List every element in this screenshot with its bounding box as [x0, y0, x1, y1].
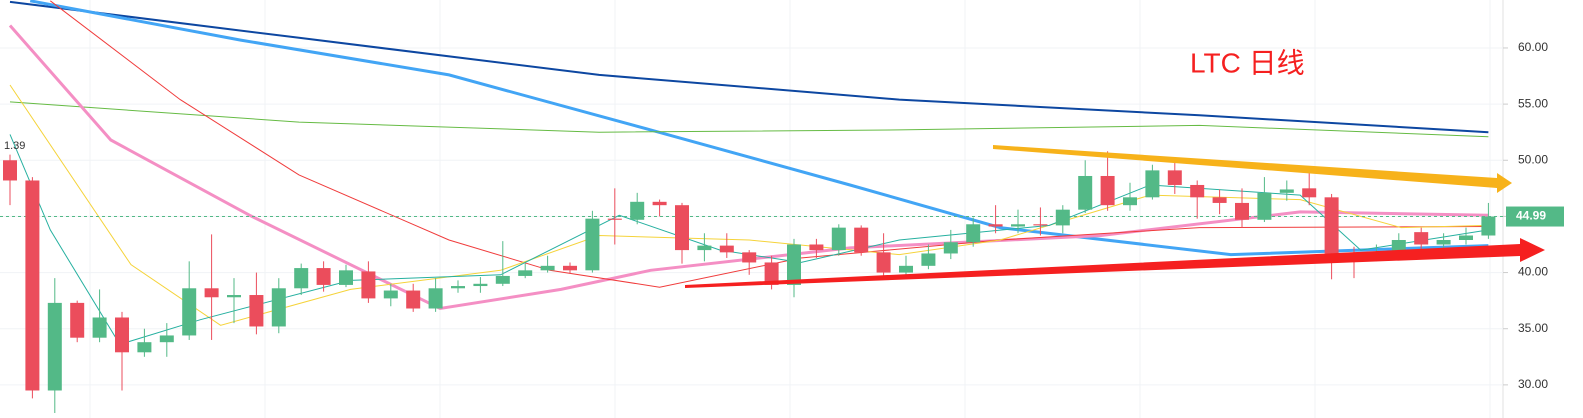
candle-body: [383, 290, 398, 299]
candle-body: [1167, 170, 1182, 185]
candle-body: [899, 265, 913, 273]
candle-body: [428, 288, 443, 309]
moving-average: [9, 101, 1489, 138]
candle-body: [742, 252, 757, 263]
candle-body: [1302, 188, 1317, 198]
y-tick-label: 55.00: [1518, 96, 1548, 110]
candle-body: [876, 252, 891, 273]
candle-body: [719, 245, 734, 253]
y-tick-label: 30.00: [1518, 377, 1548, 391]
chart-title: LTC 日线: [1190, 47, 1305, 78]
candle-body: [1011, 224, 1025, 227]
candle-body: [1436, 239, 1451, 245]
candle-body: [294, 268, 309, 289]
candle-body: [1459, 235, 1473, 240]
candle-body: [159, 335, 174, 343]
candle-body: [1257, 192, 1272, 220]
y-tick-label: 40.00: [1518, 265, 1548, 279]
y-tick-label: 50.00: [1518, 152, 1548, 166]
candle-body: [495, 275, 510, 284]
candle-body: [182, 288, 197, 336]
moving-average: [29, 0, 1489, 257]
candle-body: [675, 205, 689, 251]
moving-average: [9, 84, 1489, 326]
moving-average: [8, 24, 1489, 311]
trend-arrow-upper: [993, 145, 1512, 193]
candle-body: [607, 218, 622, 220]
candle-body: [921, 253, 936, 266]
candle-body: [540, 265, 555, 271]
candle-body: [518, 270, 533, 276]
candle-body: [473, 283, 488, 287]
corner-label: 1.39: [4, 140, 25, 152]
candle-body: [451, 286, 465, 289]
candle-body: [809, 244, 824, 251]
candle-body: [585, 218, 600, 271]
candle-body: [854, 227, 869, 253]
candle-body: [1324, 197, 1339, 254]
candle-body: [3, 160, 17, 181]
y-tick-label: 35.00: [1518, 321, 1548, 335]
candle-body: [92, 317, 107, 338]
candle-body: [1235, 202, 1249, 220]
candle-body: [1481, 216, 1496, 236]
moving-averages: [0, 0, 1503, 345]
last-price-box: [1506, 206, 1564, 227]
candle-body: [1123, 197, 1137, 206]
candle-body: [25, 180, 40, 391]
y-tick-label: 60.00: [1518, 40, 1548, 54]
candle-body: [697, 245, 712, 251]
candle-body: [361, 271, 376, 299]
candle-body: [271, 288, 286, 327]
candle-body: [137, 342, 152, 353]
moving-average: [49, 0, 1489, 288]
candle-body: [563, 265, 577, 271]
candle-body: [115, 317, 129, 353]
candle-body: [316, 268, 331, 285]
candle-body: [406, 290, 421, 309]
candle-body: [630, 201, 645, 220]
candles: [3, 151, 1496, 413]
candle-body: [943, 242, 958, 254]
candle-body: [1391, 239, 1406, 253]
candle-body: [1033, 224, 1048, 226]
candle-body: [652, 201, 667, 206]
candle-body: [1055, 209, 1070, 226]
moving-average: [9, 0, 1489, 134]
candle-body: [787, 244, 801, 285]
candle-body: [249, 295, 264, 327]
trend-arrow-lower: [685, 238, 1545, 288]
candle-body: [227, 295, 241, 298]
candle-body: [1145, 170, 1160, 198]
candle-body: [1078, 175, 1093, 210]
candle-body: [988, 224, 1003, 227]
candle-body: [70, 302, 85, 338]
candle-body: [1100, 175, 1115, 206]
candle-body: [764, 262, 779, 285]
last-price-label: 44.99: [1516, 209, 1546, 223]
candle-body: [47, 302, 62, 391]
candle-body: [1414, 232, 1429, 245]
candle-body: [831, 227, 846, 251]
candle-body: [1279, 189, 1294, 193]
candle-body: [204, 288, 219, 298]
candle-body: [1212, 197, 1227, 203]
candle-body: [966, 224, 981, 243]
candle-body: [339, 270, 353, 285]
candle-body: [1190, 184, 1205, 198]
